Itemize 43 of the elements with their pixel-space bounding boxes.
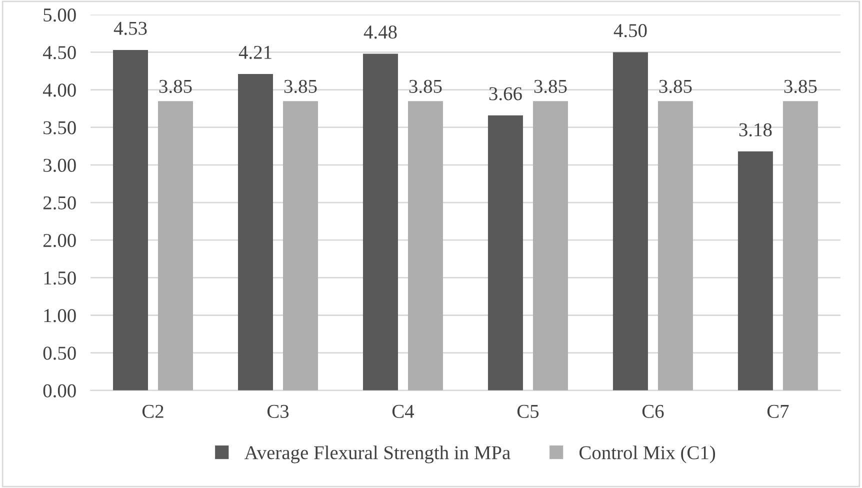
y-tick-label: 0.50: [43, 346, 76, 360]
x-tick-label: C3: [267, 404, 289, 418]
x-tick-label: C2: [142, 404, 164, 418]
bar: [612, 52, 648, 390]
y-tick-label: 5.00: [44, 8, 76, 22]
data-label: 4.50: [614, 24, 647, 38]
data-label: 3.85: [284, 80, 317, 94]
data-label: 4.21: [238, 46, 272, 60]
bar: [738, 151, 773, 390]
data-label: 3.85: [534, 80, 567, 94]
x-tick-label: C5: [517, 404, 539, 418]
y-tick-label: 4.50: [42, 46, 76, 60]
y-tick-label: 2.00: [43, 234, 76, 248]
data-label: 3.85: [409, 80, 442, 94]
bar: [782, 101, 818, 390]
bar: [113, 50, 148, 390]
y-tick-label: 3.50: [44, 121, 76, 134]
data-label: 3.85: [159, 80, 192, 94]
bar: [488, 115, 523, 390]
bar: [408, 101, 443, 390]
legend-label: Average Flexural Strength in MPa: [244, 446, 510, 464]
y-tick-label: 4.00: [42, 84, 76, 97]
data-label: 3.85: [784, 80, 817, 94]
y-tick-label: 3.00: [44, 158, 76, 172]
data-label: 3.66: [489, 87, 522, 100]
y-tick-label: 1.00: [44, 309, 76, 322]
y-tick-label: 2.50: [43, 196, 76, 210]
legend-label: Control Mix (C1): [580, 446, 716, 464]
x-tick-label: C6: [642, 404, 664, 418]
bar: [158, 101, 193, 390]
x-tick-label: C7: [767, 404, 789, 418]
bar: [362, 54, 398, 390]
bar: [282, 101, 318, 390]
x-tick-label: C4: [392, 404, 414, 418]
data-label: 3.85: [659, 80, 692, 94]
bar: [238, 74, 273, 390]
y-tick-label: 0.00: [43, 384, 76, 398]
data-label: 3.18: [739, 123, 772, 136]
bar: [658, 101, 693, 390]
bar: [532, 101, 568, 390]
y-tick-label: 1.50: [44, 271, 76, 285]
data-label: 4.53: [114, 22, 147, 35]
data-label: 4.48: [364, 26, 397, 39]
